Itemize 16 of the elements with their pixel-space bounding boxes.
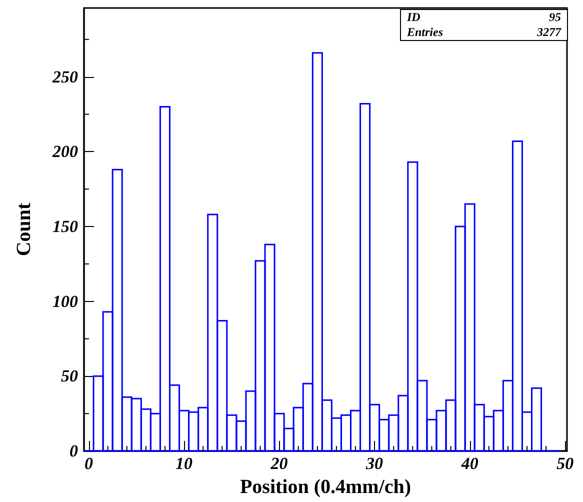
y-axis-title: Count [13,202,35,256]
x-tick-label: 20 [270,454,288,473]
text: Entries 3277 [407,25,561,39]
x-tick-label: 50 [556,454,574,473]
y-tick-label: 250 [52,67,78,86]
y-tick-label: 150 [52,217,78,236]
x-axis-title: Position (0.4mm/ch) [240,476,412,498]
y-tick-label: 100 [52,292,78,311]
x-tick-label: 30 [365,454,384,473]
y-tick-label: 0 [70,442,78,460]
y-tick-label: 200 [52,142,78,162]
x-tick-label: 40 [460,454,479,473]
text: ID 95 [407,10,561,24]
y-tick-label: 50 [61,366,78,386]
x-tick-label: 10 [176,454,194,473]
x-tick-label: 0 [84,454,94,473]
